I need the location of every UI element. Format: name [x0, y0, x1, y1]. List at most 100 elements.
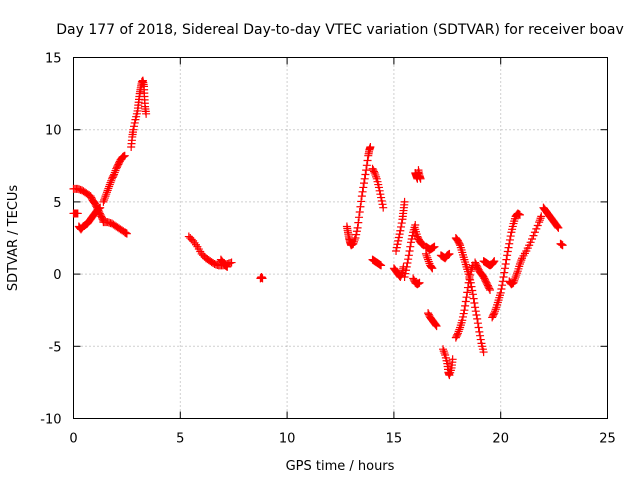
data-point — [491, 307, 500, 316]
data-point — [500, 268, 509, 277]
data-point — [408, 231, 417, 240]
data-point — [406, 238, 415, 247]
data-point — [469, 294, 478, 303]
data-point — [529, 231, 538, 240]
data-point — [489, 258, 498, 267]
data-point — [474, 323, 483, 332]
data-point — [366, 143, 375, 152]
data-point — [509, 278, 518, 287]
data-point — [370, 169, 379, 178]
data-point — [102, 190, 111, 199]
data-point — [352, 230, 361, 239]
data-point — [360, 174, 369, 183]
data-point — [553, 222, 562, 231]
data-point — [361, 170, 370, 179]
data-point — [416, 174, 425, 183]
data-point — [506, 232, 515, 241]
data-point — [497, 285, 506, 294]
data-point — [394, 233, 403, 242]
data-point — [404, 255, 413, 264]
data-point — [489, 310, 498, 319]
data-point — [453, 330, 462, 339]
data-point — [476, 331, 485, 340]
data-point — [424, 255, 433, 264]
y-tick-label: -5 — [49, 340, 62, 355]
data-point — [532, 224, 541, 233]
data-point — [130, 122, 139, 131]
data-point — [354, 218, 363, 227]
data-point — [536, 214, 545, 223]
data-point — [516, 258, 525, 267]
data-point — [106, 178, 115, 187]
data-point — [466, 271, 475, 280]
data-point — [104, 184, 113, 193]
data-point — [396, 226, 405, 235]
data-point — [359, 183, 368, 192]
y-tick-label: -10 — [40, 413, 61, 428]
data-point — [468, 290, 477, 299]
x-tick-label: 0 — [69, 432, 77, 447]
data-point — [465, 274, 474, 283]
data-point — [461, 297, 470, 306]
data-point — [362, 166, 371, 175]
data-point — [515, 210, 524, 219]
data-point — [404, 251, 413, 260]
data-point — [355, 208, 364, 217]
data-point — [110, 168, 119, 177]
data-point — [428, 264, 437, 273]
y-tick-label: 15 — [45, 52, 62, 67]
data-point — [455, 325, 464, 334]
data-point — [517, 256, 526, 265]
data-point — [402, 266, 411, 275]
data-point — [485, 284, 494, 293]
data-point — [558, 241, 567, 250]
data-point — [397, 222, 406, 231]
data-point — [99, 197, 108, 206]
data-point — [430, 242, 439, 251]
data-point — [258, 274, 267, 283]
x-tick-label: 5 — [176, 432, 184, 447]
data-point — [496, 288, 505, 297]
data-point — [400, 272, 409, 281]
data-point — [503, 251, 512, 260]
data-point — [351, 234, 360, 242]
data-point — [490, 309, 499, 318]
x-tick-label: 25 — [599, 432, 616, 447]
data-point — [422, 251, 431, 260]
data-point — [105, 180, 114, 189]
data-point — [107, 176, 116, 185]
data-point — [511, 272, 520, 281]
data-point — [461, 301, 470, 310]
data-point — [357, 197, 366, 206]
data-point — [405, 246, 414, 255]
data-point — [501, 259, 510, 268]
data-point — [455, 239, 464, 248]
data-point — [362, 161, 371, 170]
data-point — [406, 242, 415, 251]
data-point — [400, 197, 409, 206]
data-point — [426, 262, 435, 271]
data-points — [69, 76, 567, 380]
data-point — [355, 213, 364, 222]
data-point — [453, 329, 462, 338]
data-point — [502, 255, 511, 264]
data-point — [369, 167, 378, 176]
data-point — [372, 172, 381, 181]
data-point — [470, 298, 479, 307]
data-point — [476, 335, 485, 344]
data-point — [392, 243, 401, 252]
data-point — [392, 246, 401, 255]
data-point — [533, 221, 542, 230]
data-point — [122, 229, 131, 238]
data-point — [100, 194, 109, 203]
data-point — [479, 348, 488, 357]
data-point — [424, 257, 433, 266]
data-point — [486, 285, 495, 294]
data-point — [445, 249, 454, 258]
data-point — [374, 183, 383, 192]
data-point — [101, 192, 110, 201]
data-point — [500, 264, 509, 273]
data-point — [458, 316, 467, 325]
data-point — [466, 267, 475, 276]
data-point — [427, 263, 436, 272]
